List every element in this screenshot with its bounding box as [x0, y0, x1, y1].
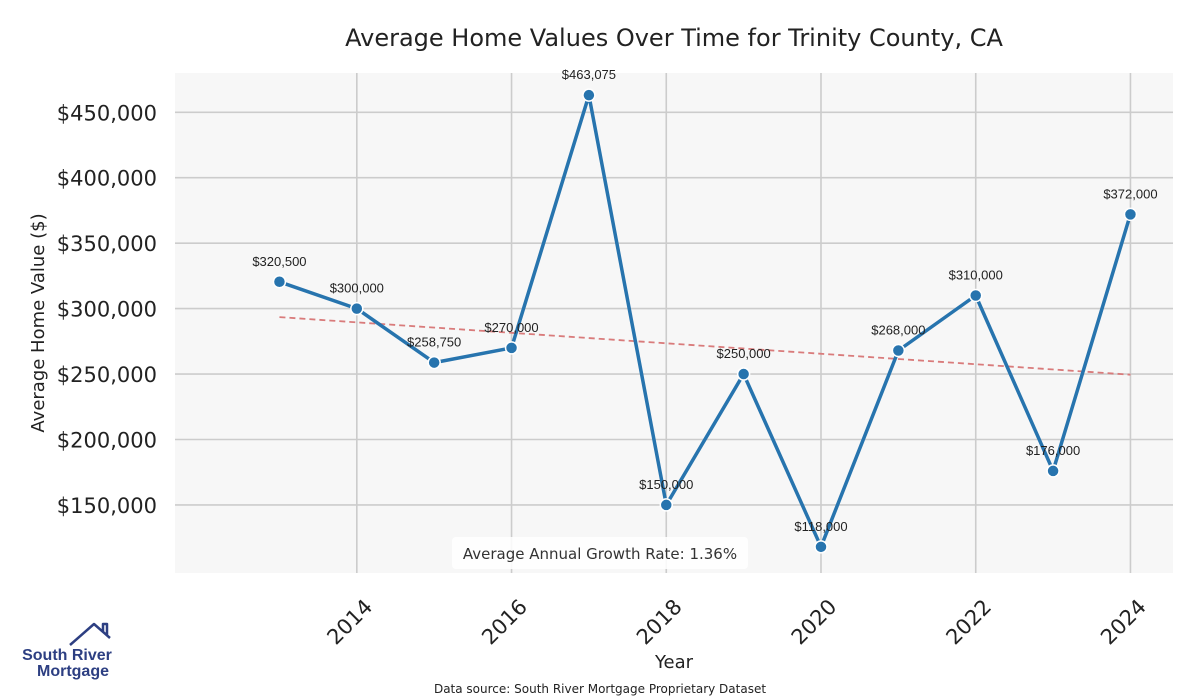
trend-line [279, 316, 1131, 376]
house-roof-icon [69, 622, 111, 646]
x-tick-label: 2018 [632, 595, 687, 650]
data-label: $463,075 [562, 67, 616, 82]
data-label: $258,750 [407, 335, 461, 350]
annotation-text: Average Annual Growth Rate: 1.36% [463, 545, 737, 563]
data-label: $270,000 [484, 320, 538, 335]
data-point [659, 498, 674, 512]
data-label: $268,000 [871, 322, 925, 337]
chart-title: Average Home Values Over Time for Trinit… [345, 24, 1003, 52]
x-axis-ticks: 2014 2016 2018 2020 2022 2024 [322, 595, 1150, 650]
y-axis-ticks: $150,000 $200,000 $250,000 $300,000 $350,000… [57, 101, 157, 518]
y-tick-label: $250,000 [57, 363, 157, 387]
y-tick-label: $350,000 [57, 232, 157, 256]
data-point [582, 88, 596, 102]
data-label: $320,500 [252, 254, 306, 269]
x-axis-label: Year [654, 652, 694, 673]
data-point [1123, 207, 1138, 222]
data-label: $310,000 [949, 268, 1003, 283]
data-point [504, 341, 519, 355]
logo: South River Mortgage [22, 622, 112, 680]
y-axis-label: Average Home Value ($) [28, 213, 49, 432]
data-label: $300,000 [330, 281, 384, 296]
growth-rate-annotation: Average Annual Growth Rate: 1.36% [452, 537, 748, 569]
annotation-box [452, 537, 748, 569]
x-tick-label: 2022 [941, 595, 996, 650]
data-label: $176,000 [1026, 443, 1080, 458]
grid [175, 73, 1173, 573]
x-tick-label: 2024 [1096, 595, 1151, 650]
x-tick-label: 2014 [322, 595, 377, 650]
data-label: $150,000 [639, 477, 693, 492]
y-tick-label: $200,000 [57, 428, 157, 452]
data-label: $372,000 [1103, 186, 1157, 201]
source-note: Data source: South River Mortgage Propri… [434, 682, 766, 696]
data-labels: $320,500 $300,000 $258,750 $270,000 $463,075… [252, 67, 1157, 534]
y-tick-label: $400,000 [57, 167, 157, 191]
data-label: $250,000 [717, 346, 771, 361]
data-point [968, 288, 983, 303]
data-point [891, 343, 906, 358]
series-layer [272, 88, 1138, 554]
x-tick-label: 2016 [477, 595, 532, 650]
data-point [272, 275, 287, 289]
y-tick-label: $450,000 [57, 101, 157, 125]
y-tick-label: $150,000 [57, 494, 157, 518]
data-point [736, 367, 751, 381]
plot-area [175, 73, 1173, 573]
x-tick-label: 2020 [787, 595, 842, 650]
data-point [1046, 464, 1060, 478]
data-point [814, 540, 828, 554]
trend-layer [279, 316, 1131, 376]
data-point [427, 355, 441, 370]
logo-line1: South River [22, 647, 112, 664]
series-line [278, 93, 1133, 549]
y-tick-label: $300,000 [57, 298, 157, 322]
logo-line2: Mortgage [37, 663, 109, 680]
data-label: $118,000 [794, 519, 847, 534]
data-point [350, 301, 364, 316]
